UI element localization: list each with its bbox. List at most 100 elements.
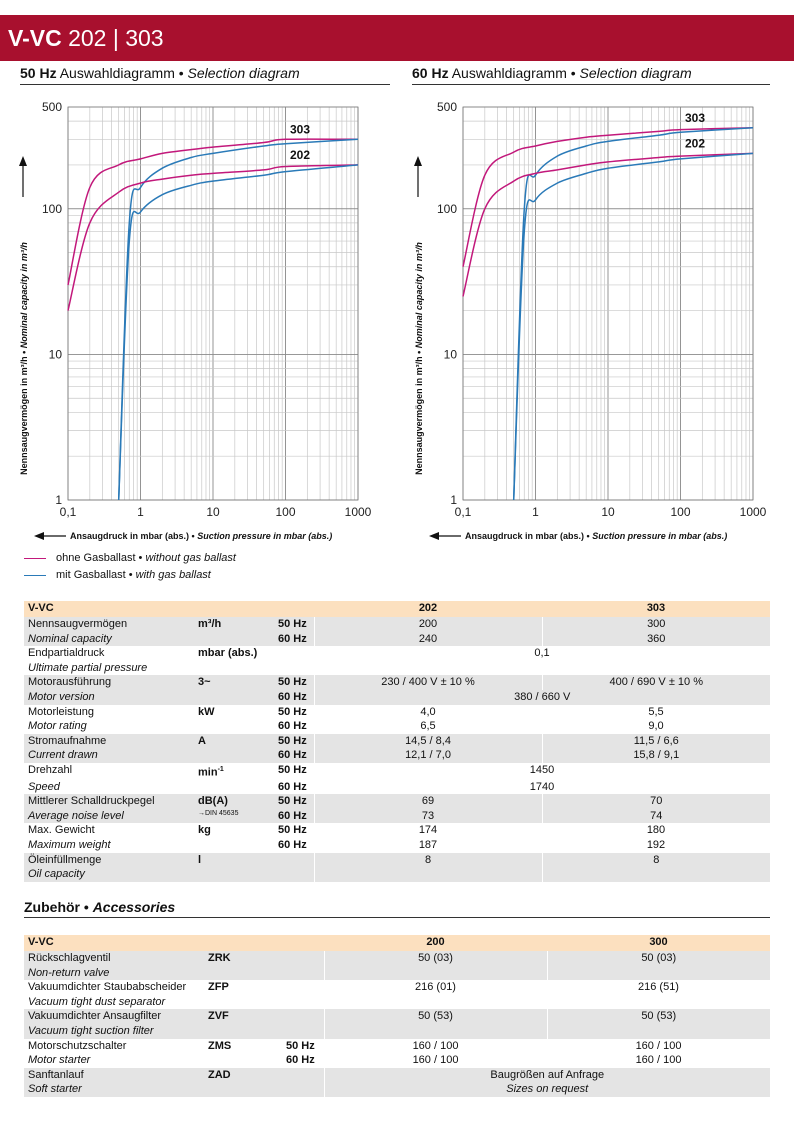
- row-label-en: Motor starter: [28, 1054, 91, 1067]
- title-bold: V-VC: [8, 25, 62, 51]
- table-row: Öleinfüllmenge l 8 8: [24, 852, 770, 868]
- row-freq: 50 Hz: [286, 1039, 315, 1052]
- row-unit: kg: [198, 824, 211, 837]
- row-label-en: Maximum weight: [28, 838, 111, 851]
- row-freq: 50 Hz: [274, 733, 314, 749]
- y-axis-arrow-head: [19, 156, 27, 166]
- value-200: 216 (01): [415, 981, 456, 994]
- row-freq: 50 Hz: [274, 617, 314, 632]
- table-row: Sanftanlauf ZAD Baugrößen auf Anfrage: [24, 1067, 770, 1083]
- row-label-en: Soft starter: [24, 1082, 204, 1097]
- accessories-table: V-VC 200 300 Rückschlagventil ZRK 50 (03…: [24, 935, 770, 1097]
- table-row: Average noise level →DIN 45635 60 Hz 73 …: [24, 808, 770, 824]
- unit-exponent: -1: [217, 765, 224, 773]
- x-axis-label-de: Ansaugdruck in mbar (abs.) •: [70, 531, 197, 541]
- page-title: V-VC 202 | 303: [8, 23, 164, 53]
- y-axis-label-en: Nominal capacity in m³/h: [19, 242, 29, 349]
- row-label-en: Average noise level: [24, 808, 194, 824]
- value-202: 73: [313, 808, 542, 824]
- spec-header-202: 202: [314, 601, 542, 617]
- series-line-202: [462, 152, 754, 297]
- table-row: Vacuum tight dust separator: [24, 995, 770, 1010]
- value-200: 160 / 100: [412, 1039, 459, 1052]
- value-300: 50 (53): [546, 1009, 770, 1024]
- y-axis-arrow-head: [414, 156, 422, 166]
- row-label-en: Oil capacity: [24, 867, 194, 882]
- value-202: 230 / 400 V ± 10 %: [313, 675, 542, 690]
- value-303: 74: [541, 808, 770, 824]
- heading-bold: 60 Hz: [412, 65, 449, 81]
- series-line-303-gas-ballast: [512, 127, 754, 501]
- series-label-303: 303: [685, 111, 705, 125]
- row-unit: 3~: [194, 675, 274, 690]
- row-unit: l: [194, 852, 274, 868]
- table-row: Current drawn 60 Hz 12,1 / 7,0 15,8 / 9,…: [24, 748, 770, 763]
- spec-table: V-VC 202 303 Nennsaugvermögen m³/h 50 Hz…: [24, 601, 770, 882]
- row-label-en: Motor rating: [28, 720, 87, 733]
- row-label-en: Ultimate partial pressure: [28, 661, 148, 674]
- accessories-header-label: V-VC: [24, 935, 324, 951]
- x-axis-label-en: Suction pressure in mbar (abs.): [592, 531, 727, 541]
- table-row: Max. Gewicht kg 50 Hz 174 180: [24, 823, 770, 838]
- x-tick-label: 1000: [345, 505, 372, 519]
- row-freq: 60 Hz: [274, 689, 314, 705]
- x-tick-label: 0,1: [60, 505, 77, 519]
- spec-header-label: V-VC: [24, 601, 314, 617]
- value-200: 50 (53): [323, 1009, 547, 1024]
- selection-chart-60hz: 0,1 1 10 100 1000110100500202303Nennsaugverm…: [414, 100, 767, 541]
- chart-heading-60hz: 60 Hz Auswahldiagramm • Selection diagra…: [412, 64, 770, 85]
- series-label-303: 303: [290, 122, 310, 136]
- heading-italic: Selection diagram: [187, 65, 300, 81]
- value-both: Baugrößen auf Anfrage: [323, 1067, 770, 1083]
- row-code: ZVF: [204, 1009, 282, 1024]
- x-tick-label: 10: [206, 505, 220, 519]
- value-202: 187: [418, 838, 438, 851]
- table-row: Maximum weight 60 Hz 187 192: [24, 838, 770, 853]
- value-both: 1450: [529, 763, 555, 776]
- value-200: 160 / 100: [412, 1054, 459, 1067]
- accessories-header-300: 300: [547, 935, 770, 951]
- row-label-en: Non-return valve: [24, 965, 204, 981]
- heading-text: Auswahldiagramm •: [56, 65, 188, 81]
- table-row: Motor version 60 Hz 380 / 660 V: [24, 689, 770, 705]
- value-202: 174: [418, 824, 438, 837]
- row-label-en: Nominal capacity: [24, 631, 194, 647]
- x-axis-arrow-head: [34, 532, 44, 540]
- accessories-heading-bold: Zubehör •: [24, 899, 93, 915]
- heading-italic: Selection diagram: [579, 65, 692, 81]
- value-202: 200: [313, 617, 542, 632]
- legend-swatch-magenta: [24, 557, 46, 559]
- value-303: 300: [541, 617, 770, 632]
- plot-frame: [462, 106, 754, 501]
- row-unit: m³/h: [194, 617, 274, 632]
- row-label: Motorschutzschalter: [28, 1039, 127, 1052]
- value-202: 8: [313, 852, 542, 868]
- series-line-202-gas-ballast: [512, 152, 754, 501]
- row-unit: kW: [198, 705, 215, 718]
- plot-frame: [67, 106, 359, 501]
- table-row: Motorleistung kW 50 Hz 4,0 5,5: [24, 705, 770, 720]
- x-tick-label: 100: [670, 505, 690, 519]
- table-row: Vakuumdichter Staubabscheider ZFP 216 (0…: [24, 980, 770, 995]
- series-label-202: 202: [290, 148, 310, 162]
- row-freq: 60 Hz: [274, 748, 314, 763]
- value-303: 192: [646, 838, 666, 851]
- table-row: Stromaufnahme A 50 Hz 14,5 / 8,4 11,5 / …: [24, 733, 770, 749]
- value-303: 180: [646, 824, 666, 837]
- table-row: Speed 60 Hz 1740: [24, 780, 770, 795]
- x-tick-label: 1000: [740, 505, 767, 519]
- x-tick-label: 0,1: [455, 505, 472, 519]
- row-label-en: Motor version: [24, 689, 194, 705]
- legend-italic: with gas ballast: [135, 569, 211, 581]
- value-303: 15,8 / 9,1: [541, 748, 770, 763]
- row-label: Öleinfüllmenge: [24, 852, 194, 868]
- row-label: Vakuumdichter Ansaugfilter: [24, 1009, 204, 1024]
- y-tick-label: 1: [55, 493, 62, 507]
- chart-heading-50hz: 50 Hz Auswahldiagramm • Selection diagra…: [20, 64, 390, 85]
- row-unit: A: [194, 733, 274, 749]
- row-label: Endpartialdruck: [28, 647, 105, 660]
- series-label-202: 202: [685, 136, 705, 150]
- value-303: 11,5 / 6,6: [541, 733, 770, 749]
- table-row: Mittlerer Schalldruckpegel dB(A) 50 Hz 6…: [24, 794, 770, 809]
- row-unit: mbar (abs.): [198, 647, 258, 660]
